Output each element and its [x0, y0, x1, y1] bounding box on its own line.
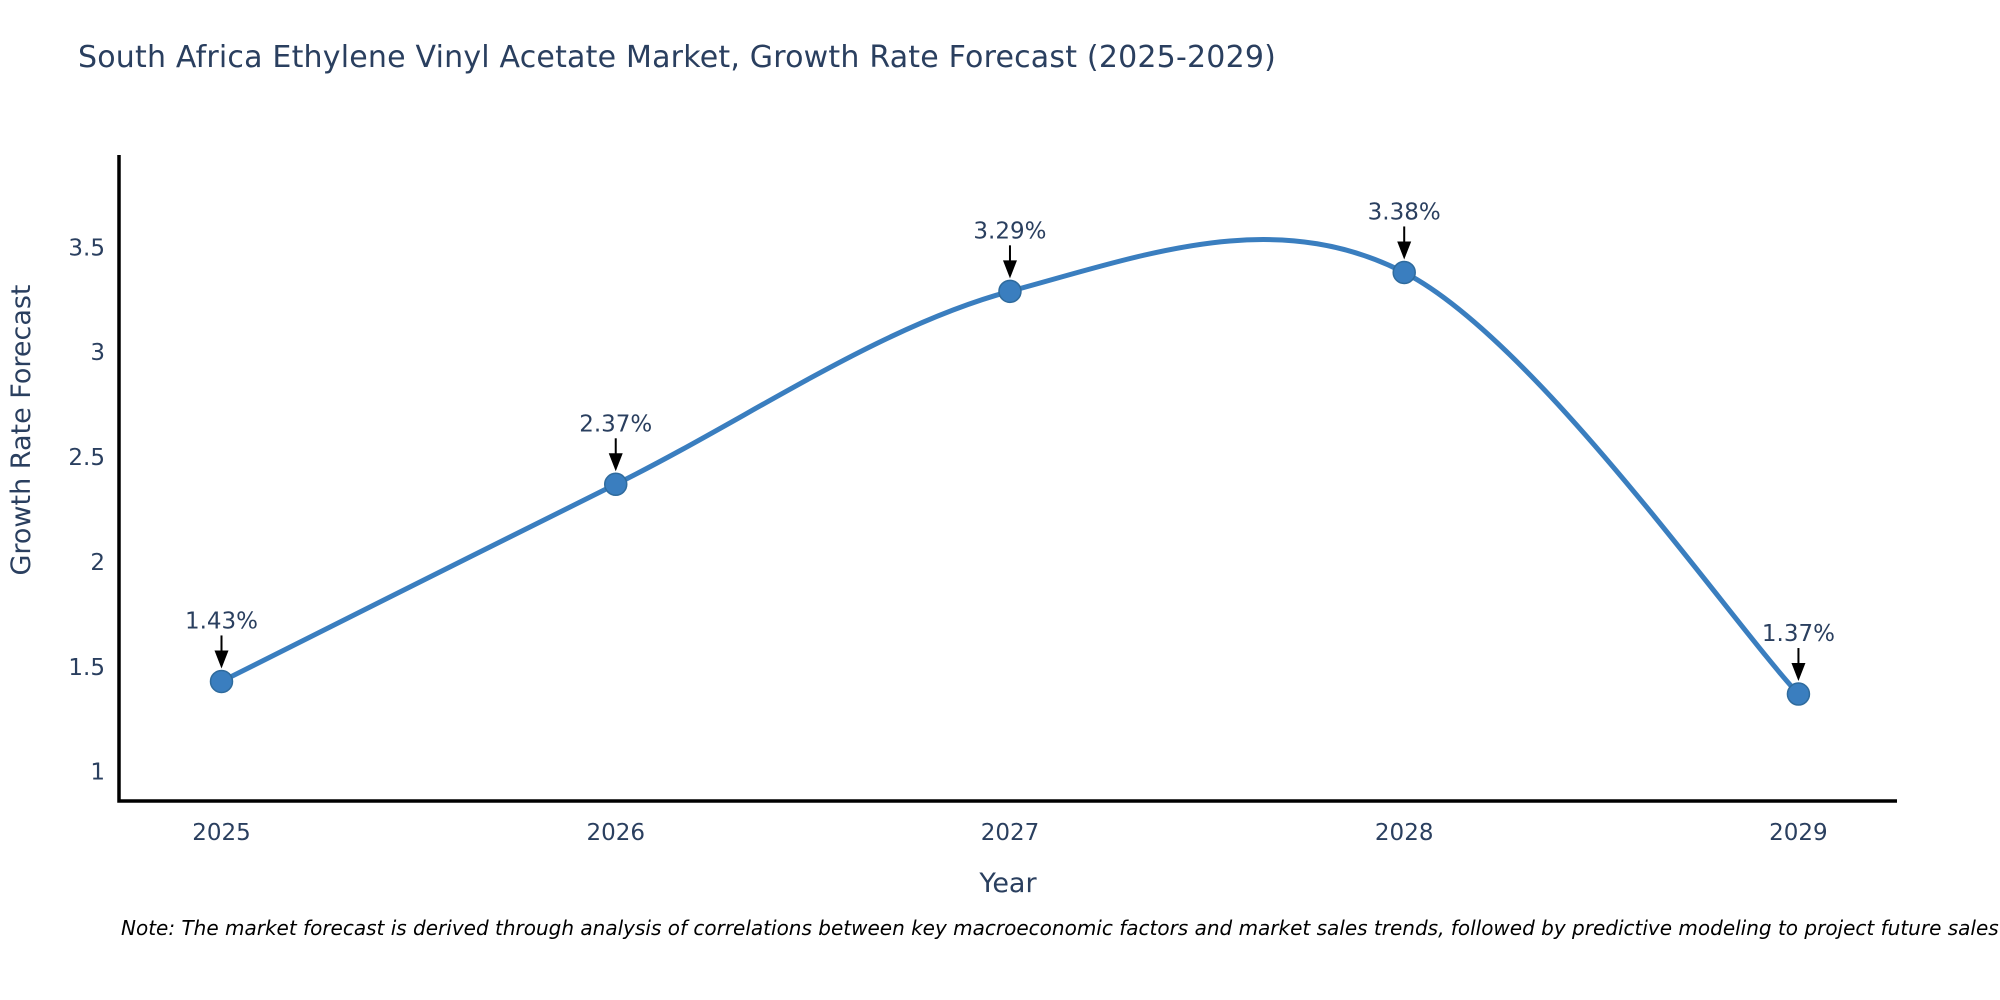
y-tick-label: 1.5 — [68, 655, 105, 681]
data-point-label: 3.38% — [1368, 199, 1441, 225]
data-point-label: 1.37% — [1762, 621, 1835, 647]
data-point-label: 1.43% — [185, 608, 258, 634]
y-tick-label: 1 — [90, 760, 105, 786]
forecast-line — [219, 237, 1801, 697]
data-point-marker — [209, 669, 234, 694]
y-tick-label: 2.5 — [68, 445, 105, 471]
data-point-label: 3.29% — [973, 218, 1046, 244]
axis-lines — [117, 155, 1897, 803]
x-tick-label: 2028 — [1375, 820, 1434, 846]
annotation-arrowhead — [608, 453, 623, 472]
x-tick-label: 2029 — [1769, 820, 1828, 846]
annotation-arrowhead — [1791, 663, 1806, 682]
data-point-label: 2.37% — [579, 411, 652, 437]
data-point-marker — [1786, 682, 1811, 706]
y-axis-title: Growth Rate Forecast — [6, 284, 37, 575]
data-point-marker — [998, 279, 1022, 304]
annotation-arrowhead — [1002, 260, 1017, 279]
footnote: Note: The market forecast is derived thr… — [121, 916, 1999, 940]
annotation-arrowhead — [1397, 241, 1412, 260]
page-title: South Africa Ethylene Vinyl Acetate Mark… — [78, 40, 1277, 75]
plot-layer: 1 1.5 2 2.5 3 3.5 2025 2026 2027 2028 2029 1.43% 2.3… — [68, 199, 1835, 846]
data-point-marker — [603, 472, 628, 497]
y-tick-label: 2 — [90, 550, 105, 576]
x-tick-label: 2027 — [981, 820, 1040, 846]
y-tick-label: 3 — [90, 340, 105, 366]
annotation-arrowhead — [214, 650, 229, 669]
data-point-marker — [1392, 260, 1416, 285]
x-tick-label: 2026 — [586, 820, 645, 846]
x-axis-title: Year — [978, 868, 1037, 899]
y-tick-label: 3.5 — [68, 235, 105, 261]
x-tick-label: 2025 — [192, 820, 251, 846]
